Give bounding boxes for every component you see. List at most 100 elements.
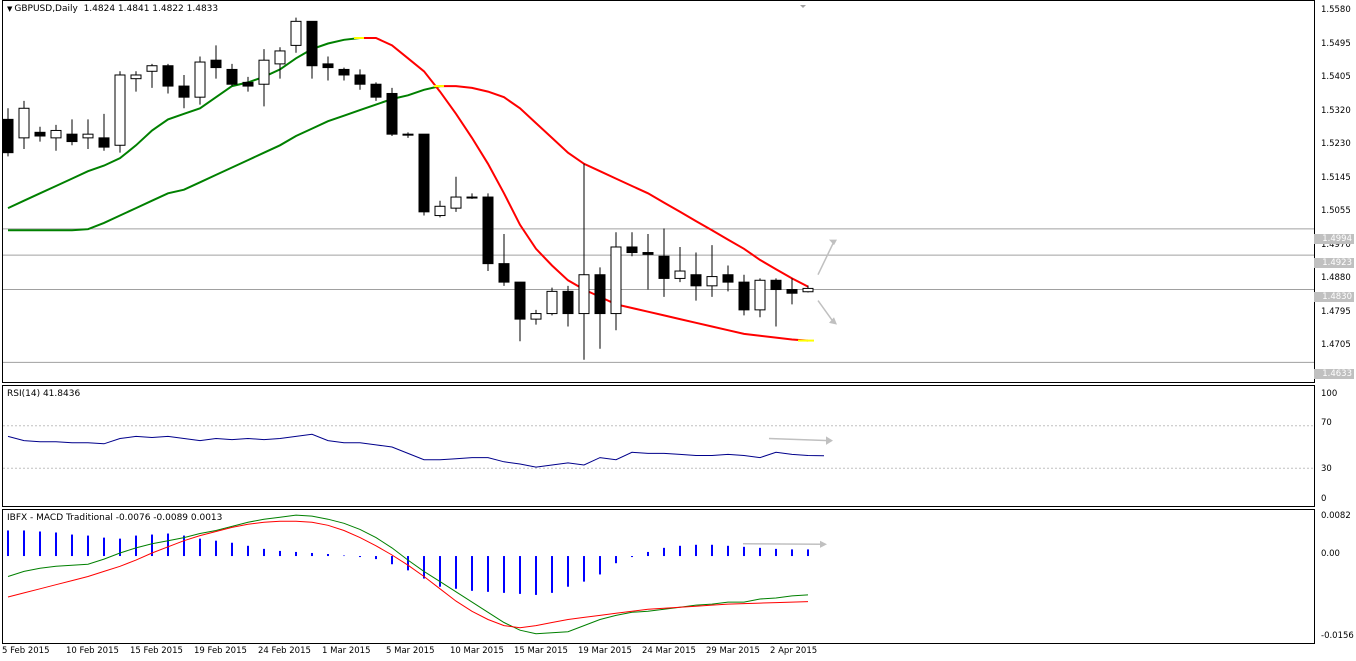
candle-body	[194, 61, 206, 98]
price-axis-label: 1.5580	[1321, 5, 1351, 15]
candle-body	[418, 133, 430, 213]
price-axis-label: 1.4705	[1321, 340, 1351, 350]
candle-body	[434, 205, 446, 217]
candle-body	[338, 68, 350, 76]
arrow-head-icon	[829, 317, 837, 325]
candle-body	[594, 274, 606, 315]
candle-body	[466, 196, 478, 199]
time-axis-label: 15 Feb 2015	[130, 646, 183, 656]
candle-body	[546, 290, 558, 315]
price-chart-canvas	[3, 5, 1314, 363]
rsi-axis-label: 30	[1321, 464, 1332, 474]
price-axis-label: 1.4970	[1321, 240, 1351, 250]
candle-body	[738, 281, 750, 311]
candle-body	[754, 279, 766, 311]
price-axis-label: 1.5055	[1321, 206, 1351, 216]
rsi-axis-label: 100	[1321, 389, 1338, 399]
candle-body	[162, 65, 174, 87]
slow-ma-line-up	[8, 85, 441, 232]
candle-body	[306, 20, 318, 67]
candle-body	[530, 313, 542, 320]
candle-body	[386, 92, 398, 135]
candle-body	[370, 83, 382, 98]
candle-body	[722, 274, 734, 283]
time-axis-label: 1 Mar 2015	[322, 646, 371, 656]
candle-body	[770, 279, 782, 291]
arrow-head-icon	[826, 436, 833, 445]
bearish-projection-arrow	[817, 300, 835, 324]
candle-body	[82, 133, 94, 139]
macd-projection-arrow	[742, 543, 824, 546]
rsi-axis-label: 0	[1321, 494, 1327, 504]
price-axis-label: 1.5230	[1321, 139, 1351, 149]
candle-body	[562, 290, 574, 315]
ohlc-readout: 1.4824 1.4841 1.4822 1.4833	[83, 4, 219, 14]
candle-body	[578, 274, 590, 315]
time-axis-label: 10 Feb 2015	[66, 646, 119, 656]
arrow-head-icon	[820, 540, 827, 548]
price-axis-label: 1.4880	[1321, 273, 1351, 283]
candle-body	[690, 274, 702, 287]
time-axis-label: 19 Mar 2015	[578, 646, 632, 656]
arrow-head-icon	[829, 239, 837, 246]
collapse-triangle-icon: ▼	[7, 5, 13, 13]
symbol-label: GBPUSD,Daily	[14, 4, 78, 14]
time-axis-label: 24 Mar 2015	[642, 646, 696, 656]
scroll-marker-icon	[800, 5, 806, 8]
candle-body	[450, 196, 462, 209]
candle-body	[610, 246, 622, 315]
level-price-tag: 1.4633	[1314, 369, 1354, 379]
candle-body	[146, 65, 158, 72]
rsi-axis-label: 70	[1321, 418, 1332, 428]
macd-canvas	[7, 514, 827, 635]
time-axis-label: 15 Mar 2015	[514, 646, 568, 656]
time-axis-label: 29 Mar 2015	[706, 646, 760, 656]
rsi-line	[7, 433, 825, 468]
macd-axis-label: 0.0082	[1321, 511, 1351, 521]
candle-body	[210, 59, 222, 69]
level-price-tag: 1.4994	[1314, 234, 1354, 244]
candle-body	[114, 74, 126, 146]
candle-body	[354, 74, 366, 85]
slow-ma-line-down	[440, 85, 809, 288]
candle-body	[802, 287, 814, 293]
level-price-tag: 1.4923	[1314, 258, 1354, 268]
price-axis-label: 1.4795	[1321, 307, 1351, 317]
candle-body	[402, 133, 414, 136]
time-axis-label: 10 Mar 2015	[450, 646, 504, 656]
candle-body	[514, 281, 526, 320]
time-axis-label: 5 Feb 2015	[2, 646, 50, 656]
macd-title: IBFX - MACD Traditional -0.0076 -0.0089 …	[7, 513, 223, 523]
candle-body	[626, 246, 638, 254]
candle-body	[674, 270, 686, 279]
candle-body	[66, 133, 78, 143]
candle-body	[50, 129, 62, 139]
time-axis-line	[2, 643, 1315, 644]
candle-body	[178, 85, 190, 98]
fast-ma-line-up	[7, 37, 361, 210]
price-axis-label: 1.5320	[1321, 106, 1351, 116]
candle-body	[274, 50, 286, 65]
candle-body	[658, 255, 670, 279]
candle-body	[482, 196, 494, 265]
rsi-canvas	[3, 425, 1314, 469]
candle-body	[34, 131, 46, 137]
rsi-title: RSI(14) 41.8436	[7, 389, 81, 399]
candle-body	[130, 74, 142, 80]
price-axis-label: 1.5145	[1321, 173, 1351, 183]
rsi-panel[interactable]: RSI(14) 41.8436	[2, 385, 1315, 507]
candle-body	[706, 276, 718, 287]
candle-body	[642, 252, 654, 255]
time-axis-label: 2 Apr 2015	[770, 646, 818, 656]
candle-body	[322, 63, 334, 69]
macd-panel[interactable]: IBFX - MACD Traditional -0.0076 -0.0089 …	[2, 509, 1315, 644]
price-axis-label: 1.5405	[1321, 72, 1351, 82]
macd-line	[7, 514, 809, 635]
bullish-projection-arrow	[817, 241, 835, 276]
candle-body	[498, 263, 510, 283]
candle-body	[242, 81, 254, 87]
candle-body	[18, 107, 30, 139]
rsi-projection-arrow	[768, 437, 830, 442]
price-chart-panel[interactable]: ▼ GBPUSD,Daily 1.4824 1.4841 1.4822 1.483…	[2, 0, 1315, 383]
candle-body	[786, 289, 798, 294]
